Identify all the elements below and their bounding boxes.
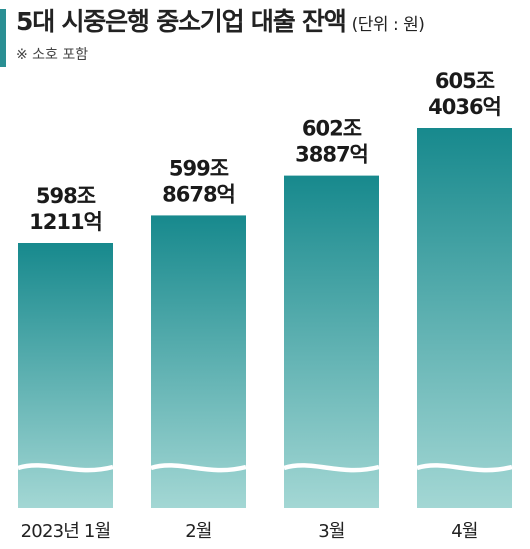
data-label: 598조: [36, 184, 96, 208]
chart-title: 5대 시중은행 중소기업 대출 잔액 (단위 : 원): [16, 7, 425, 36]
category-label: 3월: [318, 521, 344, 542]
data-label: 4036억: [428, 95, 501, 119]
bar: [284, 175, 379, 508]
category-label: 2023년 1월: [21, 521, 111, 542]
axis-break-wave: [150, 463, 247, 473]
data-label: 602조: [302, 117, 362, 141]
axis-break-wave: [283, 463, 380, 473]
note-text: ※ 소호 포함: [16, 47, 89, 63]
bars-group: [17, 128, 513, 509]
data-label: 1211억: [29, 210, 102, 234]
data-label: 3887억: [295, 143, 368, 167]
data-label: 599조: [169, 156, 229, 180]
accent-bar: [0, 9, 6, 67]
data-label: 8678억: [162, 182, 235, 206]
bar: [417, 128, 512, 508]
category-label: 2월: [185, 521, 211, 542]
bar: [151, 215, 246, 509]
axis-break-wave: [17, 463, 114, 473]
category-label: 4월: [451, 521, 477, 542]
data-label: 605조: [435, 69, 495, 93]
axis-break-wave: [416, 463, 513, 473]
unit-label: (단위 : 원): [351, 15, 425, 35]
